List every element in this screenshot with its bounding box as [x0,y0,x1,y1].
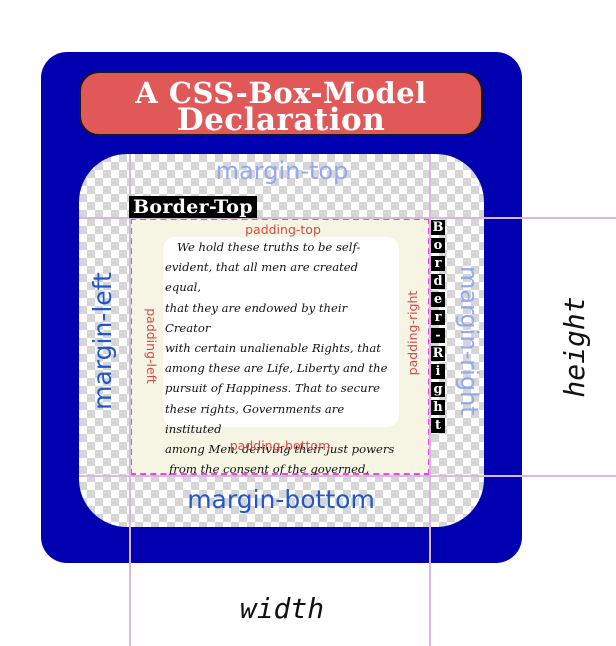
title-line-2: Declaration [176,102,386,138]
border-right-letter: h [431,400,445,415]
border-right-letter: r [431,256,445,271]
content-line: from the consent of the governed, [169,462,370,477]
content-line: these rights, Governments are instituted [165,401,345,436]
content-line: among Men, deriving their just powers [165,442,395,457]
content-line: pursuit of Happiness. That to secure [165,381,380,396]
content-text-panel: We hold these truths to be self- evident… [163,237,399,476]
border-right-label: B o r d e r - R i g h t [430,220,446,436]
border-right-letter: d [431,274,445,289]
content-line: with certain unalienable Rights, that [165,341,381,356]
title-banner: A CSS-Box-Model Declaration [79,71,483,136]
margin-top-label: margin-top [215,157,349,185]
margin-bottom-label: margin-bottom [187,485,375,514]
border-right-letter: t [431,418,445,433]
width-guide-right [429,154,431,646]
padding-top-label: padding-top [245,222,321,237]
padding-right-label: padding-right [405,290,420,376]
border-right-letter: r [431,310,445,325]
border-right-letter: R [431,346,445,361]
margin-right-label: margin-right [455,266,483,416]
border-right-letter: - [431,328,445,343]
border-right-letter: B [431,220,445,235]
content-line: We hold these truths to be self- [177,240,361,254]
border-right-letter: i [431,364,445,379]
content-line: that they are endowed by their Creator [165,300,348,335]
padding-left-label: padding-left [144,308,159,384]
width-guide-left [129,154,131,646]
border-right-letter: e [431,292,445,307]
border-top-label: Border-Top [129,196,257,218]
width-label: width [239,592,325,625]
height-guide-bottom [79,475,616,477]
padding-bottom-label: padding-bottom [229,438,331,453]
content-line: among these are Life, Liberty and the [165,361,388,376]
height-guide-top [79,217,616,219]
border-right-letter: o [431,238,445,253]
border-right-letter: g [431,382,445,397]
content-line: evident, that all men are created equal, [165,260,359,295]
height-label: height [558,296,591,398]
margin-left-label: margin-left [88,272,117,410]
title-line-1: A CSS-Box-Model [135,76,427,110]
